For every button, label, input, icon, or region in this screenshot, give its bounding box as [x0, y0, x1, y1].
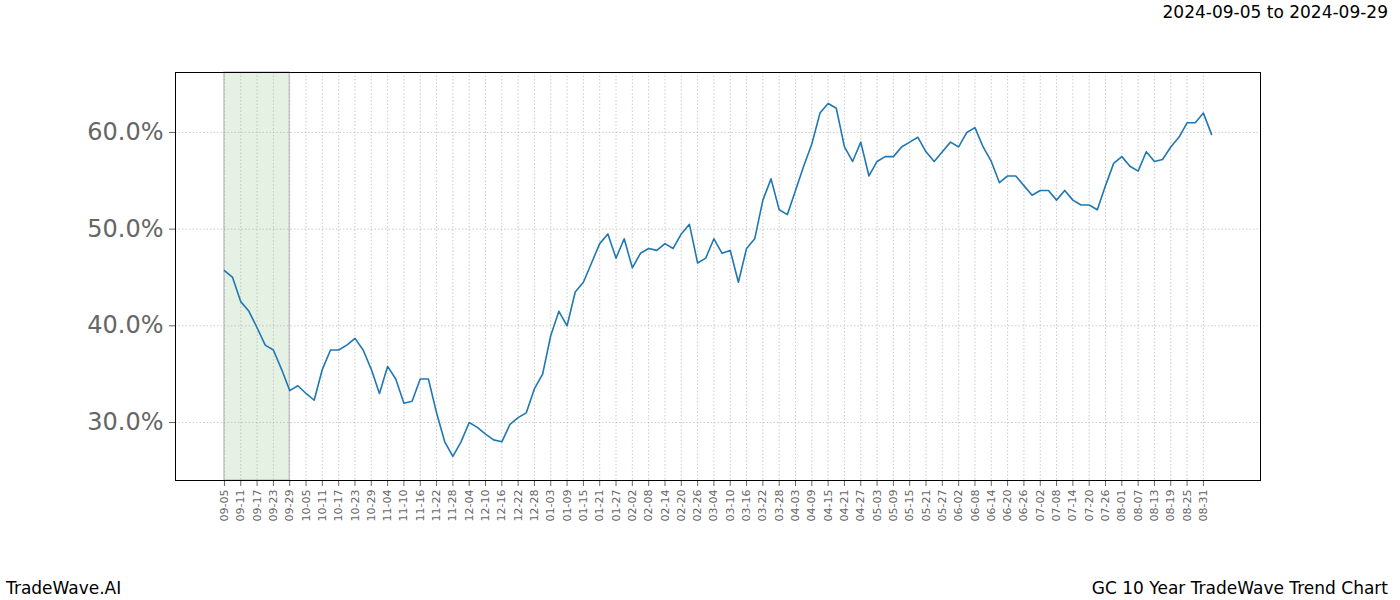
svg-text:12-16: 12-16: [495, 490, 508, 522]
svg-text:08-19: 08-19: [1164, 490, 1177, 522]
svg-text:04-03: 04-03: [789, 490, 802, 522]
svg-text:05-27: 05-27: [936, 490, 949, 522]
svg-text:08-01: 08-01: [1115, 490, 1128, 522]
html-text:GC 10 Year TradeWave Trend Cha: GC 10 Year TradeWave Trend Chart: [1091, 578, 1388, 598]
svg-text:06-02: 06-02: [952, 490, 965, 522]
svg-text:60.0%: 60.0%: [87, 118, 163, 146]
svg-text:01-09: 01-09: [561, 490, 574, 522]
svg-text:08-25: 08-25: [1181, 490, 1194, 522]
svg-text:07-14: 07-14: [1066, 490, 1079, 522]
html-text:2024-09-05 to 2024-09-29: 2024-09-05 to 2024-09-29: [1162, 2, 1388, 22]
svg-text:05-15: 05-15: [903, 490, 916, 522]
svg-text:11-16: 11-16: [414, 490, 427, 522]
svg-text:07-08: 07-08: [1050, 490, 1063, 522]
svg-text:02-02: 02-02: [626, 490, 639, 522]
svg-text:07-20: 07-20: [1083, 490, 1096, 522]
svg-text:06-08: 06-08: [968, 490, 981, 522]
svg-text:11-28: 11-28: [446, 490, 459, 522]
svg-text:04-27: 04-27: [854, 490, 867, 522]
html-text:TradeWave.AI: TradeWave.AI: [6, 578, 122, 598]
svg-text:11-04: 11-04: [381, 490, 394, 522]
svg-text:10-29: 10-29: [365, 490, 378, 522]
svg-text:09-29: 09-29: [283, 490, 296, 522]
svg-text:06-20: 06-20: [1001, 490, 1014, 522]
svg-text:06-26: 06-26: [1017, 490, 1030, 522]
svg-text:02-14: 02-14: [658, 490, 671, 522]
svg-text:11-22: 11-22: [430, 490, 443, 522]
svg-text:10-17: 10-17: [332, 490, 345, 522]
svg-text:09-17: 09-17: [251, 490, 264, 522]
svg-text:06-14: 06-14: [985, 490, 998, 522]
svg-text:09-05: 09-05: [218, 490, 231, 522]
svg-text:11-10: 11-10: [397, 490, 410, 522]
svg-text:12-10: 12-10: [479, 490, 492, 522]
svg-text:50.0%: 50.0%: [87, 215, 163, 243]
svg-text:04-15: 04-15: [822, 490, 835, 522]
svg-text:03-28: 03-28: [773, 490, 786, 522]
svg-text:10-11: 10-11: [316, 490, 329, 522]
svg-text:07-02: 07-02: [1034, 490, 1047, 522]
svg-text:12-04: 12-04: [463, 490, 476, 522]
svg-text:03-16: 03-16: [740, 490, 753, 522]
svg-text:08-07: 08-07: [1132, 490, 1145, 522]
svg-text:09-11: 09-11: [234, 490, 247, 522]
svg-text:12-28: 12-28: [528, 490, 541, 522]
svg-text:05-09: 05-09: [887, 490, 900, 522]
svg-text:08-31: 08-31: [1197, 490, 1210, 522]
svg-text:07-26: 07-26: [1099, 490, 1112, 522]
svg-text:10-23: 10-23: [348, 490, 361, 522]
svg-text:08-13: 08-13: [1148, 490, 1161, 522]
svg-text:40.0%: 40.0%: [87, 311, 163, 339]
svg-text:09-23: 09-23: [267, 490, 280, 522]
svg-text:03-10: 03-10: [724, 490, 737, 522]
svg-text:02-08: 02-08: [642, 490, 655, 522]
svg-text:10-05: 10-05: [300, 490, 313, 522]
svg-text:30.0%: 30.0%: [87, 408, 163, 436]
svg-text:01-27: 01-27: [610, 490, 623, 522]
svg-text:04-21: 04-21: [838, 490, 851, 522]
svg-text:03-04: 03-04: [707, 490, 720, 522]
svg-text:03-22: 03-22: [756, 490, 769, 522]
svg-text:02-20: 02-20: [675, 490, 688, 522]
svg-text:12-22: 12-22: [512, 490, 525, 522]
svg-text:04-09: 04-09: [805, 490, 818, 522]
svg-text:01-03: 01-03: [544, 490, 557, 522]
svg-text:05-03: 05-03: [871, 490, 884, 522]
svg-text:01-21: 01-21: [593, 490, 606, 522]
svg-text:01-15: 01-15: [577, 490, 590, 522]
svg-text:02-26: 02-26: [691, 490, 704, 522]
svg-text:05-21: 05-21: [920, 490, 933, 522]
